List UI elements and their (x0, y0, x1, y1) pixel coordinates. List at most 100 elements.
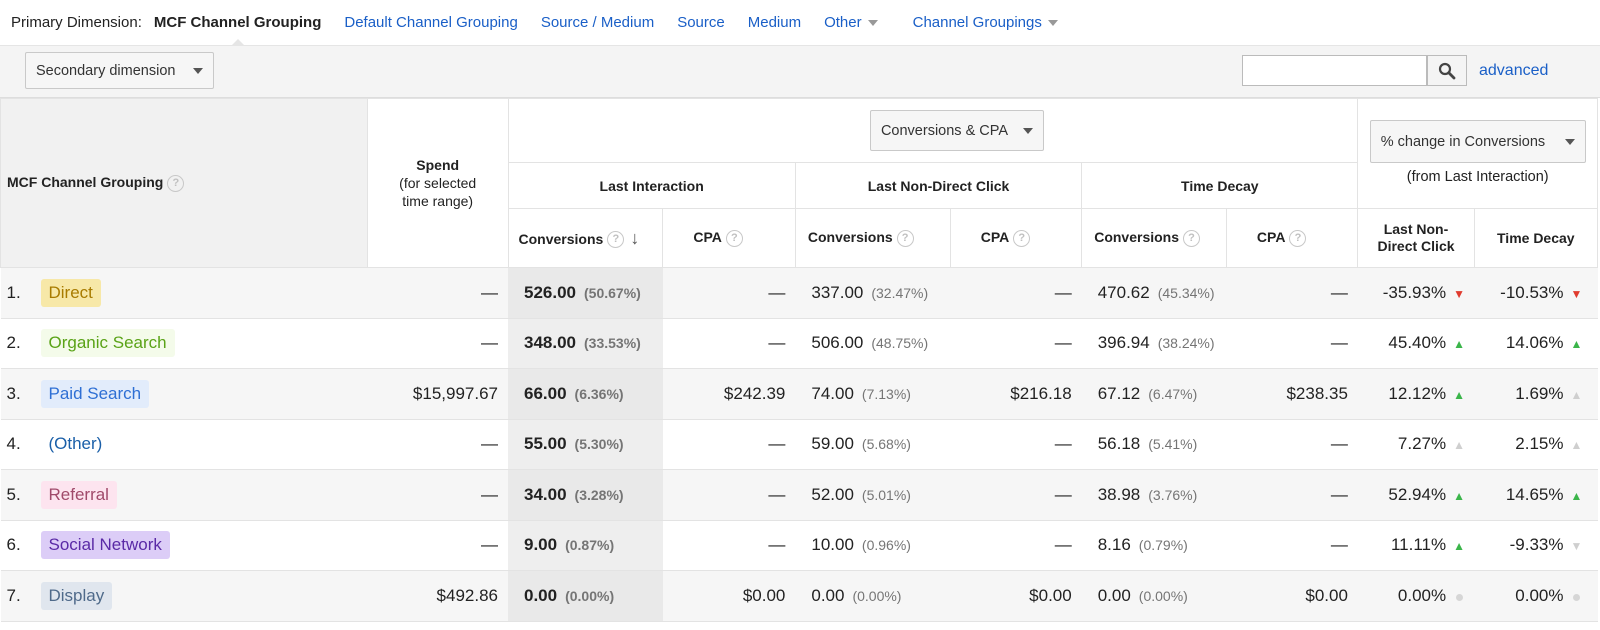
td-cpa-value: — (1226, 317, 1358, 369)
td-cpa-value: $238.35 (1226, 368, 1358, 420)
channel-groupings-dropdown[interactable]: Channel Groupings (913, 14, 1058, 31)
dimension-other-dropdown[interactable]: Other (824, 14, 878, 31)
li-conversions-value: 348.00 (524, 333, 576, 353)
table-search-input[interactable] (1242, 55, 1427, 86)
arrow-up-icon: ▲ (1570, 488, 1583, 503)
dimension-link-default-channel-grouping[interactable]: Default Channel Grouping (344, 14, 518, 31)
arrow-up-icon: ▲ (1453, 387, 1466, 402)
row-index: 1. (6, 282, 21, 302)
li-conversions-cell: 526.00 (50.67%) (508, 267, 663, 319)
primary-dimension-bar: Primary Dimension: MCF Channel Grouping … (0, 0, 1600, 46)
ln-conversions-cell: 10.00 (0.96%) (795, 519, 951, 571)
li-cpa-value: — (662, 418, 796, 470)
change-td-value: 14.06% (1505, 333, 1564, 353)
li-conversions-cell: 0.00 (0.00%) (508, 570, 663, 622)
channel-link[interactable]: Referral (40, 480, 117, 509)
help-icon[interactable]: ? (607, 231, 625, 249)
dimension-column-header[interactable]: MCF Channel Grouping? (0, 98, 368, 268)
help-icon[interactable]: ? (896, 229, 914, 247)
channel-link[interactable]: Display (40, 581, 113, 610)
change-selector-cell: % change in Conversions (from Last Inter… (1357, 98, 1598, 209)
td-conversions-label: Conversions (1094, 229, 1180, 246)
change-td-value: 2.15% (1515, 434, 1564, 454)
td-conversions-value: 56.18 (1097, 434, 1141, 454)
dimension-link-source[interactable]: Source (677, 14, 725, 31)
ln-conversions-value: 74.00 (811, 383, 854, 403)
td-conversions-value: 0.00 (1097, 585, 1131, 605)
row-index: 6. (6, 535, 21, 555)
td-conversions-cell: 396.94 (38.24%) (1081, 317, 1227, 369)
ln-conversions-value: 506.00 (811, 333, 864, 353)
spend-column-header[interactable]: Spend (for selected time range) (366, 98, 509, 268)
change-header-sub: (from Last Interaction) (1406, 169, 1549, 185)
chevron-down-icon (193, 67, 203, 74)
spend-value: — (367, 267, 508, 319)
ln-conversions-header[interactable]: Conversions? (794, 208, 951, 268)
ln-conversions-pct: (5.68%) (861, 436, 911, 453)
help-icon[interactable]: ? (1289, 229, 1307, 247)
chevron-down-icon (1564, 138, 1575, 145)
ln-conversions-value: 0.00 (811, 585, 845, 605)
ln-conversions-pct: (5.01%) (861, 486, 911, 503)
change-ln-value: 11.11% (1390, 535, 1447, 555)
change-td-header[interactable]: Time Decay (1473, 208, 1599, 268)
td-cpa-label: CPA (1256, 229, 1286, 246)
metric-selector-cell: Conversions & CPA (507, 98, 1359, 163)
ln-conversions-value: 52.00 (811, 484, 854, 504)
td-conversions-cell: 38.98 (3.76%) (1081, 469, 1227, 521)
help-icon[interactable]: ? (725, 229, 743, 247)
table-row: 6. Social Network — 9.00 (0.87%) — 10.00 (0.96%… (0, 519, 1598, 571)
chevron-down-icon (1047, 20, 1058, 27)
td-cpa-value: $0.00 (1226, 570, 1358, 622)
li-conversions-header[interactable]: Conversions? ↓ (507, 208, 664, 268)
change-ln-cell: -35.93% ▼ (1357, 267, 1475, 319)
li-conversions-pct: (50.67%) (584, 284, 641, 301)
dimension-link-source-medium[interactable]: Source / Medium (540, 14, 655, 31)
td-conversions-header[interactable]: Conversions? (1081, 208, 1227, 268)
ln-conversions-cell: 52.00 (5.01%) (795, 469, 951, 521)
change-selector-dropdown[interactable]: % change in Conversions (1369, 120, 1586, 163)
model-header-last-interaction: Last Interaction (507, 162, 796, 209)
channel-link[interactable]: Paid Search (40, 379, 150, 408)
channel-cell: 6. Social Network (0, 519, 368, 571)
li-conversions-value: 9.00 (524, 535, 558, 555)
help-icon[interactable]: ? (1183, 229, 1201, 247)
li-conversions-cell: 9.00 (0.87%) (508, 519, 663, 571)
secondary-dimension-dropdown[interactable]: Secondary dimension (25, 52, 214, 89)
td-conversions-cell: 470.62 (45.34%) (1081, 267, 1227, 319)
mcf-data-table: MCF Channel Grouping? Spend (for selecte… (0, 98, 1599, 622)
td-cpa-header[interactable]: CPA? (1225, 208, 1359, 268)
li-conversions-cell: 66.00 (6.36%) (508, 368, 663, 420)
ln-cpa-value: — (950, 519, 1082, 571)
sort-descending-icon[interactable]: ↓ (630, 227, 640, 248)
channel-link[interactable]: Social Network (40, 531, 170, 560)
help-icon[interactable]: ? (1013, 229, 1031, 247)
li-cpa-header[interactable]: CPA? (662, 208, 796, 268)
change-td-cell: 2.15% ▲ (1474, 418, 1598, 470)
search-button[interactable] (1427, 55, 1467, 86)
dimension-link-medium[interactable]: Medium (747, 14, 802, 31)
spend-value: — (367, 418, 508, 470)
ln-cpa-value: $216.18 (950, 368, 1082, 420)
row-index: 4. (6, 434, 21, 454)
channel-link[interactable]: Organic Search (40, 329, 175, 358)
table-toolbar: Secondary dimension advanced (0, 46, 1600, 98)
metric-selector-dropdown[interactable]: Conversions & CPA (869, 110, 1044, 151)
td-conversions-value: 67.12 (1097, 383, 1141, 403)
arrow-up-icon: ▲ (1570, 387, 1583, 402)
dimension-header-label: MCF Channel Grouping (7, 174, 164, 191)
td-conversions-value: 396.94 (1097, 333, 1150, 353)
td-conversions-pct: (0.79%) (1138, 537, 1188, 554)
change-ln-header[interactable]: Last Non-Direct Click (1357, 208, 1475, 268)
help-icon[interactable]: ? (167, 174, 185, 192)
channel-link[interactable]: Direct (40, 278, 101, 307)
change-td-cell: 14.65% ▲ (1474, 469, 1598, 521)
td-conversions-pct: (38.24%) (1157, 335, 1215, 352)
channel-link[interactable]: (Other) (48, 434, 103, 454)
ln-cpa-header[interactable]: CPA? (949, 208, 1083, 268)
li-conversions-pct: (5.30%) (574, 436, 624, 453)
advanced-filter-link[interactable]: advanced (1479, 62, 1549, 79)
change-ln-cell: 0.00% (1357, 570, 1475, 622)
change-ln-value: 12.12% (1388, 383, 1447, 403)
table-row: 3. Paid Search $15,997.67 66.00 (6.36%) $242.… (0, 368, 1598, 420)
